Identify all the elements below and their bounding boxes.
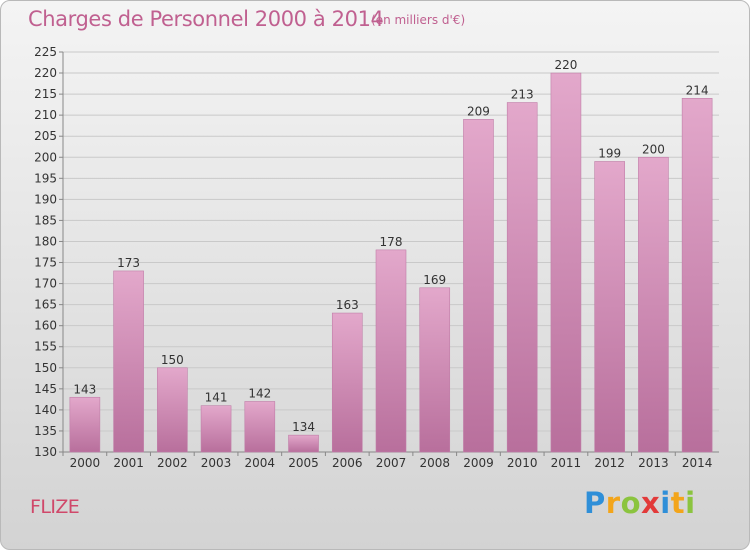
bar-2011 (550, 72, 582, 453)
y-tick-label: 195 (34, 171, 57, 185)
logo-letter: o (620, 486, 642, 520)
x-tick-label: 2001 (113, 456, 144, 470)
x-tick-label: 2002 (157, 456, 188, 470)
commune-name: FLIZE (30, 496, 80, 518)
y-tick-label: 185 (34, 213, 57, 227)
x-tick-label: 2011 (551, 456, 582, 470)
y-tick-label: 150 (34, 361, 57, 375)
y-tick-labels: 130 135 140 145 150 155 160 165 170 175 180 185 190 1… (34, 45, 57, 459)
x-tick-label: 2000 (70, 456, 101, 470)
logo-letter: i (685, 486, 696, 520)
bar-2007 (375, 249, 407, 453)
bar-2004 (244, 401, 276, 453)
data-label-2006: 163 (336, 298, 359, 312)
y-tick-label: 180 (34, 234, 57, 248)
bar-2009 (463, 119, 494, 453)
data-label-2002: 150 (161, 353, 184, 367)
data-label-2013: 200 (642, 142, 665, 156)
data-label-2014: 214 (686, 83, 709, 97)
chart-unit-label: (en milliers d'€) (371, 13, 466, 27)
bar-2002 (157, 367, 188, 453)
x-tick-label: 2012 (594, 456, 625, 470)
bar-2012 (594, 161, 625, 453)
logo-letter: r (605, 486, 621, 520)
x-tick-label: 2013 (638, 456, 669, 470)
y-tick-label: 165 (34, 298, 57, 312)
x-tick-label: 2004 (245, 456, 276, 470)
y-tick-label: 140 (34, 403, 57, 417)
logo-letter: i (660, 486, 671, 520)
data-label-2004: 142 (248, 386, 271, 400)
y-tick-label: 135 (34, 424, 57, 438)
x-tick-label: 2010 (507, 456, 538, 470)
x-tick-label: 2007 (376, 456, 407, 470)
x-tick-label: 2006 (332, 456, 363, 470)
chart-title: Charges de Personnel 2000 à 2014 (28, 7, 384, 31)
bar-2005 (288, 434, 319, 453)
logo-letter: t (670, 486, 686, 520)
data-label-2001: 173 (117, 256, 140, 270)
data-label-2005: 134 (292, 420, 315, 434)
bars (69, 72, 713, 453)
y-tick-label: 175 (34, 256, 57, 270)
y-tick-label: 160 (34, 319, 57, 333)
bar-2014 (681, 98, 713, 453)
data-label-2008: 169 (423, 273, 446, 287)
y-tick-label: 210 (34, 108, 57, 122)
proxiti-logo: Proxiti (584, 486, 696, 520)
data-label-2009: 209 (467, 104, 490, 118)
data-label-2010: 213 (511, 88, 534, 102)
y-tick-label: 205 (34, 129, 57, 143)
y-tick-label: 170 (34, 277, 57, 291)
y-tick-label: 200 (34, 150, 57, 164)
y-tick-label: 155 (34, 340, 57, 354)
bar-2000 (69, 396, 101, 453)
x-tick-label: 2014 (682, 456, 713, 470)
logo-letter: P (584, 486, 606, 520)
data-label-2000: 143 (73, 382, 96, 396)
data-label-2012: 199 (598, 146, 621, 160)
logo-letter: x (641, 486, 661, 520)
x-tick-label: 2008 (419, 456, 450, 470)
data-labels: 143 173 150 141 142 134 163 178 169 209 213 220 199 2… (73, 58, 708, 434)
x-tick-label: 2003 (201, 456, 232, 470)
bar-2006 (331, 312, 363, 453)
y-tick-label: 225 (34, 45, 57, 59)
data-label-2011: 220 (554, 58, 577, 72)
bar-2010 (506, 102, 538, 453)
bar-2001 (113, 270, 144, 453)
bar-2003 (200, 405, 232, 453)
bar-2013 (638, 156, 669, 453)
y-tick-label: 130 (34, 445, 57, 459)
bar-2008 (419, 287, 451, 453)
y-tick-label: 220 (34, 66, 57, 80)
x-tick-label: 2005 (288, 456, 319, 470)
data-label-2003: 141 (205, 391, 228, 405)
data-label-2007: 178 (380, 235, 403, 249)
y-tick-label: 215 (34, 87, 57, 101)
x-tick-label: 2009 (463, 456, 494, 470)
x-tick-labels: 2000 2001 2002 2003 2004 2005 2006 2007 2008 2009… (70, 456, 713, 470)
y-tick-label: 190 (34, 192, 57, 206)
y-tick-label: 145 (34, 382, 57, 396)
